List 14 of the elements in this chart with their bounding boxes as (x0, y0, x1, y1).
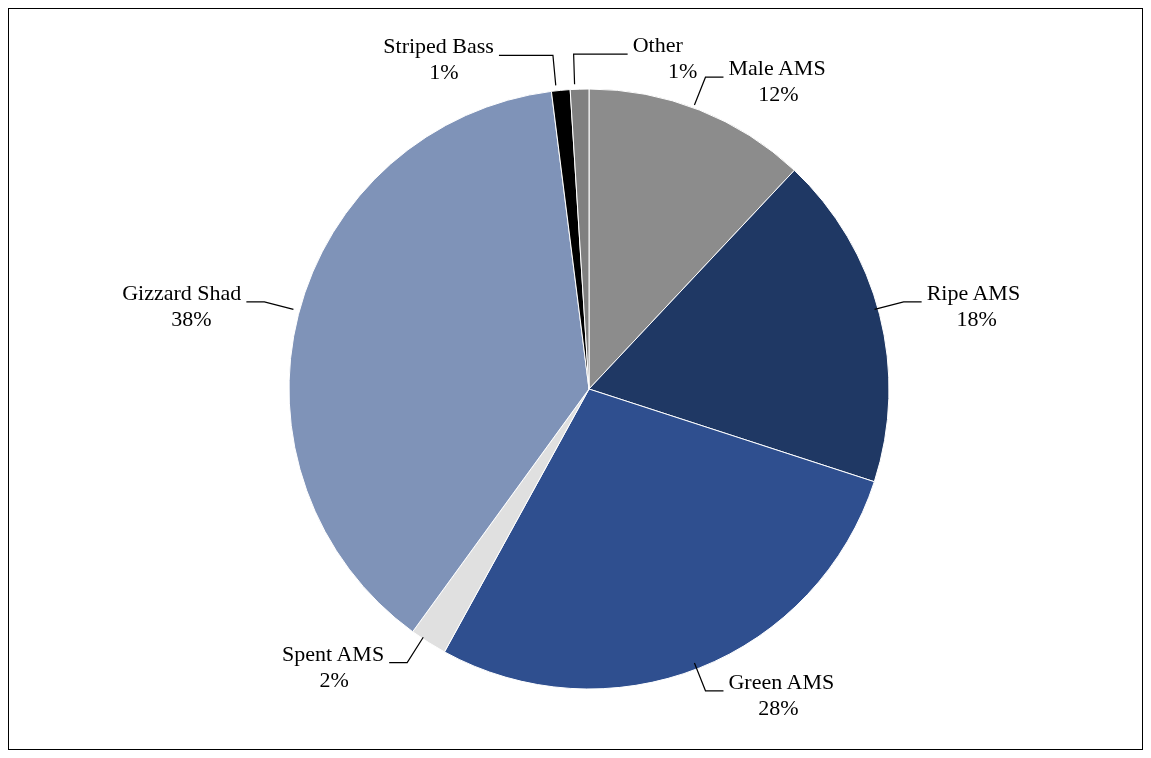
data-label: 1% (667, 58, 698, 84)
slice-label: Male AMS (728, 55, 826, 81)
slice-label: Green AMS (728, 668, 835, 694)
data-label: 28% (758, 694, 799, 720)
data-label: 18% (956, 305, 997, 331)
data-label: 2% (319, 666, 349, 692)
data-label: 38% (171, 305, 212, 331)
slice-label: Striped Bass (383, 33, 494, 59)
slice-label: Gizzard Shad (122, 279, 242, 305)
data-label: 12% (758, 81, 799, 107)
slice-label: Ripe AMS (926, 279, 1021, 305)
slice-label: Other (632, 32, 684, 58)
data-label: 1% (429, 59, 459, 85)
slice-label: Spent AMS (282, 640, 385, 666)
